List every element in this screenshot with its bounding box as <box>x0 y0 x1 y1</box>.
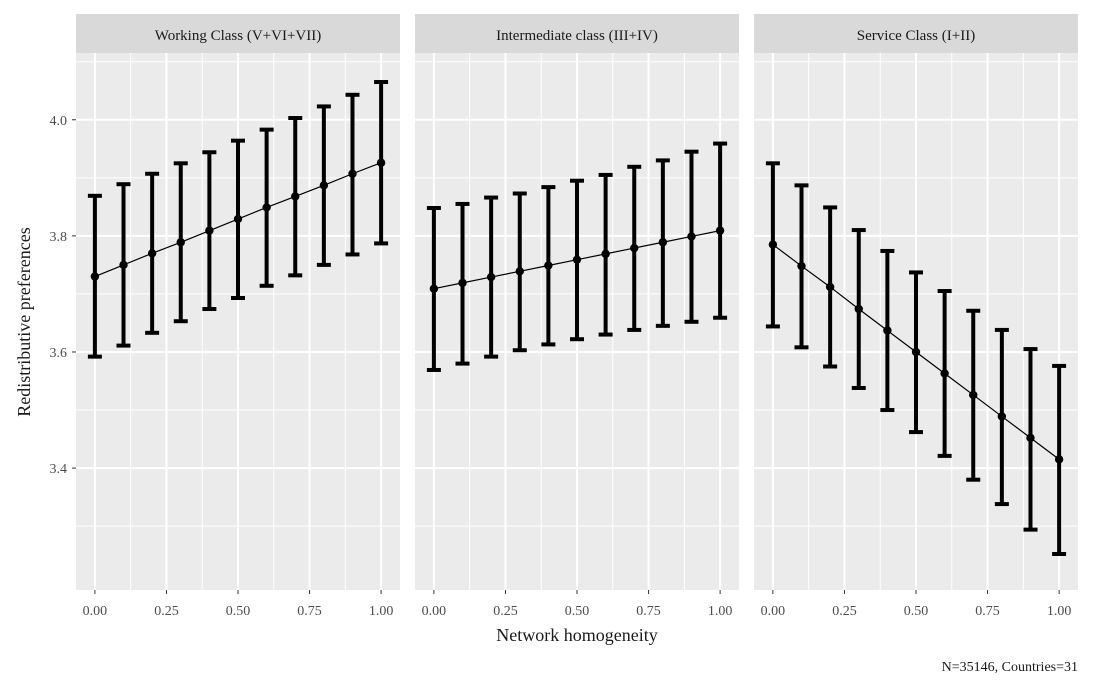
facet-strip <box>415 14 739 53</box>
data-point <box>715 226 725 235</box>
x-tick-label: 0.75 <box>297 604 322 619</box>
x-tick-label: 0.75 <box>975 604 1000 619</box>
x-axis-title: Network homogeneity <box>496 625 657 645</box>
y-axis: 3.4 3.6 3.8 4.0 <box>50 114 76 477</box>
x-tick-label: 1.00 <box>369 604 394 619</box>
x-tick-label: 0.75 <box>636 604 661 619</box>
y-tick-label: 4.0 <box>50 114 68 129</box>
data-point <box>1026 433 1035 443</box>
data-point <box>262 203 271 212</box>
data-point <box>687 232 696 241</box>
data-point <box>940 369 949 378</box>
facet-panel: Intermediate class (III+IV) 0.00 0.25 0.50 0… <box>415 14 739 619</box>
data-point <box>429 284 439 293</box>
data-point <box>1054 455 1064 464</box>
y-tick-label: 3.4 <box>50 462 68 477</box>
x-tick-label: 1.00 <box>1047 604 1072 619</box>
caption: N=35146, Countries=31 <box>942 660 1078 675</box>
data-point <box>147 249 157 258</box>
data-point <box>376 158 386 167</box>
facet-title: Working Class (V+VI+VII) <box>155 28 322 44</box>
x-tick-label: 0.25 <box>493 604 518 619</box>
data-point <box>768 240 778 249</box>
x-tick-label: 0.00 <box>761 604 786 619</box>
data-point <box>205 226 214 235</box>
facet-title: Intermediate class (III+IV) <box>496 28 658 44</box>
facet-panels: Working Class (V+VI+VII) 0.00 0.25 0.50 0.75… <box>76 14 1078 619</box>
data-point <box>544 261 553 270</box>
data-point <box>658 238 668 247</box>
x-tick-label: 0.25 <box>154 604 179 619</box>
data-point <box>997 412 1007 421</box>
data-point <box>348 169 357 178</box>
data-point <box>883 326 892 335</box>
facet-panel: Working Class (V+VI+VII) 0.00 0.25 0.50 0.75… <box>76 14 400 619</box>
data-point <box>176 238 185 247</box>
x-tick-label: 0.25 <box>832 604 857 619</box>
facet-panel: Service Class (I+II) 0.00 0.25 0.50 0.75 1.00 <box>754 14 1078 619</box>
data-point <box>825 282 835 292</box>
y-tick-label: 3.8 <box>50 230 68 245</box>
facet-strip <box>76 14 400 53</box>
facet-strip <box>754 14 1078 53</box>
x-tick-label: 0.50 <box>226 604 251 619</box>
x-tick-label: 1.00 <box>708 604 733 619</box>
y-axis-title: Redistributive preferences <box>14 227 34 416</box>
data-point <box>854 304 863 314</box>
data-point <box>601 249 610 259</box>
data-point <box>630 243 639 253</box>
data-point <box>291 192 300 201</box>
data-point <box>969 390 978 400</box>
data-point <box>486 272 496 282</box>
x-tick-label: 0.00 <box>422 604 447 619</box>
data-point <box>233 214 243 224</box>
data-point <box>572 255 582 264</box>
facet-title: Service Class (I+II) <box>857 28 975 44</box>
data-point <box>119 260 128 270</box>
data-point <box>458 278 467 288</box>
data-point <box>319 181 329 190</box>
data-point <box>911 347 921 357</box>
data-point <box>515 267 524 276</box>
x-tick-label: 0.50 <box>565 604 590 619</box>
x-tick-label: 0.00 <box>83 604 108 619</box>
data-point <box>797 261 806 271</box>
x-tick-label: 0.50 <box>904 604 929 619</box>
y-tick-label: 3.6 <box>50 346 68 361</box>
data-point <box>90 272 100 281</box>
